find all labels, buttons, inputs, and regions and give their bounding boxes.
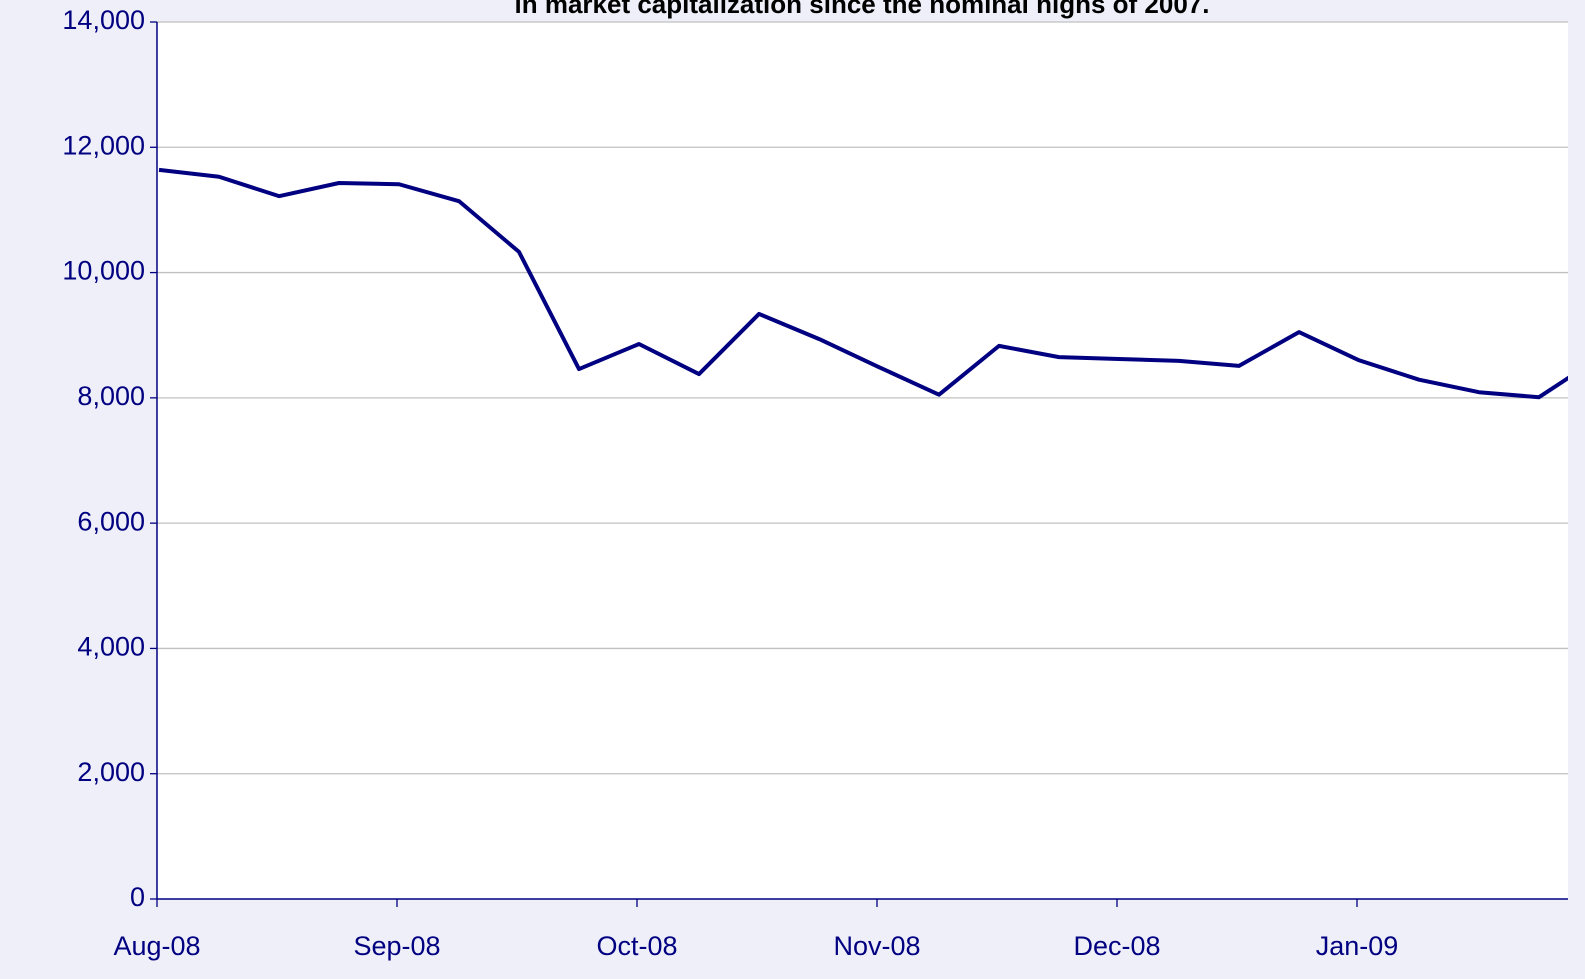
- y-tick-label: 4,000: [77, 632, 145, 662]
- x-tick-label: Jan-09: [1316, 931, 1399, 961]
- plot-area: [157, 22, 1568, 899]
- x-tick-label: Sep-08: [353, 931, 440, 961]
- line-series: [158, 167, 1568, 400]
- x-tick-label: Oct-08: [596, 931, 677, 961]
- y-tick-label: 14,000: [62, 5, 145, 35]
- x-tick-label: Aug-08: [113, 931, 200, 961]
- chart-title: in market capitalization since the nomin…: [515, 0, 1210, 19]
- y-tick-label: 12,000: [62, 130, 145, 160]
- x-tick-label: Nov-08: [833, 931, 920, 961]
- y-tick-label: 8,000: [77, 381, 145, 411]
- y-tick-label: 6,000: [77, 506, 145, 536]
- x-tick-label: Dec-08: [1073, 931, 1160, 961]
- y-tick-label: 0: [130, 882, 145, 912]
- y-tick-label: 2,000: [77, 757, 145, 787]
- y-tick-label: 10,000: [62, 256, 145, 286]
